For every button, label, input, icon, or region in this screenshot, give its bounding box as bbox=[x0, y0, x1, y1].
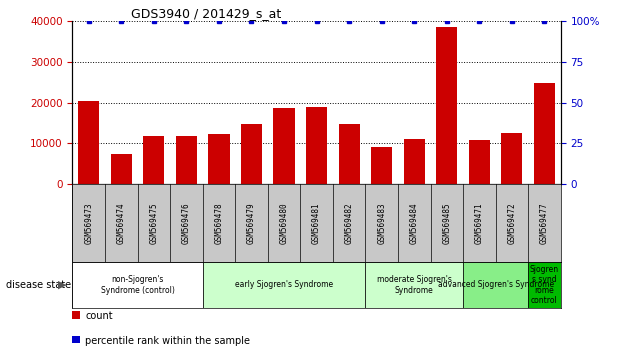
Text: GSM569471: GSM569471 bbox=[475, 202, 484, 244]
Text: GSM569481: GSM569481 bbox=[312, 202, 321, 244]
Text: count: count bbox=[85, 311, 113, 321]
Bar bbox=[78, 101, 100, 184]
Bar bbox=[273, 108, 295, 184]
Bar bbox=[143, 136, 164, 184]
Bar bbox=[72, 262, 203, 308]
Bar bbox=[203, 262, 365, 308]
Bar bbox=[404, 139, 425, 184]
Bar bbox=[365, 262, 463, 308]
Bar bbox=[209, 135, 229, 184]
Text: disease state: disease state bbox=[6, 280, 71, 290]
Text: GSM569482: GSM569482 bbox=[345, 202, 353, 244]
Text: GSM569473: GSM569473 bbox=[84, 202, 93, 244]
Text: GSM569475: GSM569475 bbox=[149, 202, 158, 244]
Text: advanced Sjogren's Syndrome: advanced Sjogren's Syndrome bbox=[438, 280, 554, 290]
Bar bbox=[306, 107, 327, 184]
Text: GSM569484: GSM569484 bbox=[410, 202, 419, 244]
Text: early Sjogren's Syndrome: early Sjogren's Syndrome bbox=[235, 280, 333, 290]
Text: GSM569478: GSM569478 bbox=[214, 202, 224, 244]
Text: Sjogren
s synd
rome
control: Sjogren s synd rome control bbox=[530, 265, 559, 305]
Text: moderate Sjogren's
Syndrome: moderate Sjogren's Syndrome bbox=[377, 275, 452, 295]
Bar bbox=[241, 124, 262, 184]
Bar bbox=[469, 140, 490, 184]
Bar bbox=[463, 262, 528, 308]
Text: GSM569477: GSM569477 bbox=[540, 202, 549, 244]
Text: GSM569479: GSM569479 bbox=[247, 202, 256, 244]
Bar bbox=[371, 147, 392, 184]
Text: GSM569472: GSM569472 bbox=[507, 202, 517, 244]
Bar bbox=[501, 133, 522, 184]
Text: GSM569483: GSM569483 bbox=[377, 202, 386, 244]
Bar bbox=[528, 262, 561, 308]
Text: non-Sjogren's
Syndrome (control): non-Sjogren's Syndrome (control) bbox=[101, 275, 175, 295]
Bar bbox=[111, 154, 132, 184]
Text: GSM569485: GSM569485 bbox=[442, 202, 451, 244]
Text: GSM569480: GSM569480 bbox=[280, 202, 289, 244]
Bar bbox=[436, 27, 457, 184]
Bar bbox=[338, 124, 360, 184]
Text: percentile rank within the sample: percentile rank within the sample bbox=[85, 336, 250, 346]
Text: GSM569476: GSM569476 bbox=[182, 202, 191, 244]
Text: GSM569474: GSM569474 bbox=[117, 202, 126, 244]
Text: GDS3940 / 201429_s_at: GDS3940 / 201429_s_at bbox=[131, 7, 281, 20]
Bar bbox=[534, 83, 555, 184]
Text: ▶: ▶ bbox=[57, 280, 66, 290]
Bar bbox=[176, 136, 197, 184]
